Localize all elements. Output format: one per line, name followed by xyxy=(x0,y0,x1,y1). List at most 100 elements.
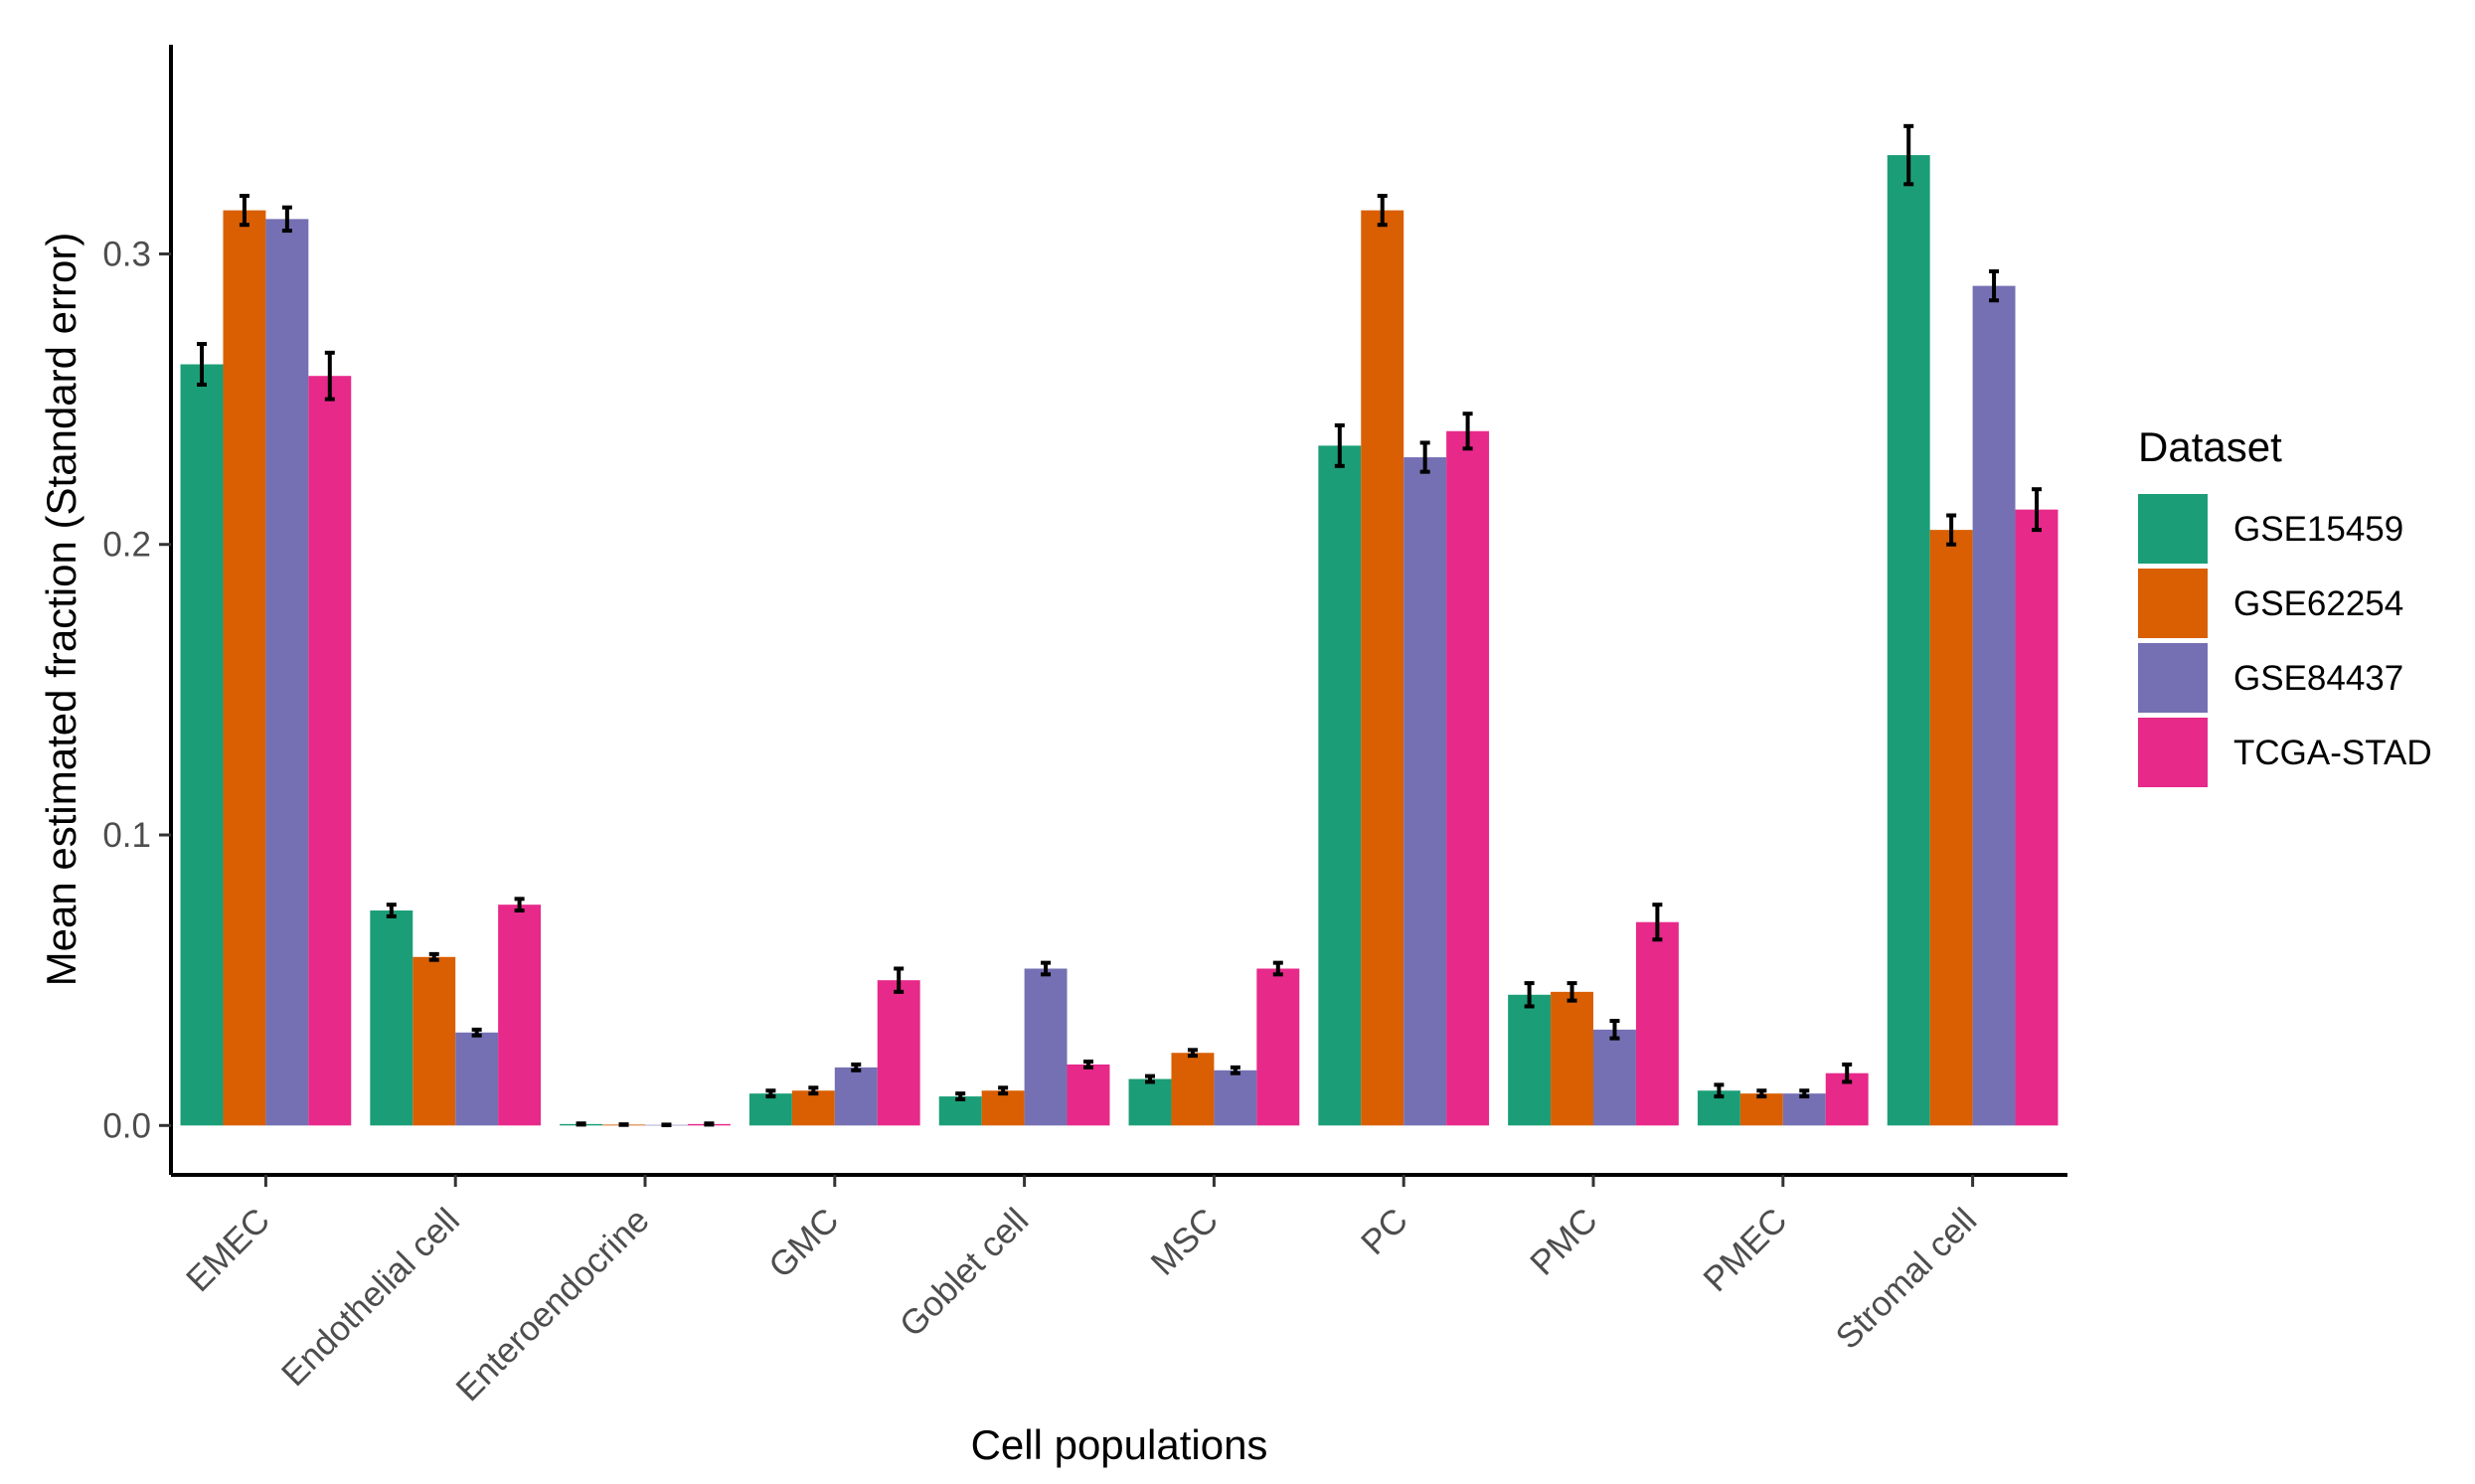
bar-endothelial-cell-gse84437 xyxy=(455,1032,499,1126)
legend-label: GSE15459 xyxy=(2233,510,2403,549)
error-bar-pmc-gse84437 xyxy=(1609,1019,1620,1041)
bar-gmc-tcga-stad xyxy=(877,980,920,1126)
legend-item-gse62254: GSE62254 xyxy=(2138,569,2403,638)
error-bar-pc-gse15459 xyxy=(1334,422,1345,468)
error-bar-gmc-gse84437 xyxy=(851,1062,862,1072)
y-tick-label: 0.1 xyxy=(102,816,151,855)
bar-endothelial-cell-tcga-stad xyxy=(498,905,542,1126)
legend: Dataset GSE15459 GSE62254 GSE84437 TCGA-STA… xyxy=(2138,423,2432,787)
error-bar-stromal-cell-gse15459 xyxy=(1903,123,1914,187)
x-tick-label: EMEC xyxy=(179,1201,277,1299)
bar-goblet-cell-gse62254 xyxy=(981,1090,1025,1126)
error-bar-pc-tcga-stad xyxy=(1462,412,1473,451)
legend-key xyxy=(2138,494,2208,564)
x-tick-label: PMC xyxy=(1523,1201,1605,1283)
error-bar-gmc-gse15459 xyxy=(765,1088,776,1099)
error-bar-emec-gse62254 xyxy=(239,193,249,228)
legend-item-gse15459: GSE15459 xyxy=(2138,494,2403,564)
legend-item-tcga-stad: TCGA-STAD xyxy=(2138,718,2432,787)
y-ticks: 0.0 0.1 0.2 0.3 xyxy=(102,235,171,1145)
error-bar-goblet-cell-gse84437 xyxy=(1041,960,1052,977)
error-bar-msc-gse15459 xyxy=(1145,1073,1156,1084)
error-bar-endothelial-cell-gse62254 xyxy=(428,951,439,962)
bar-pc-gse62254 xyxy=(1361,210,1404,1126)
error-bar-stromal-cell-gse84437 xyxy=(1989,268,2000,303)
y-tick-label: 0.3 xyxy=(102,235,151,273)
error-bar-enteroendocrine-tcga-stad xyxy=(704,1121,715,1127)
bar-goblet-cell-tcga-stad xyxy=(1067,1064,1110,1126)
legend-label: GSE84437 xyxy=(2233,659,2403,698)
legend-key xyxy=(2138,718,2208,787)
error-bar-goblet-cell-gse15459 xyxy=(955,1091,966,1102)
error-bar-pmec-gse84437 xyxy=(1799,1088,1810,1099)
x-tick-label: Enteroendocrine xyxy=(448,1201,656,1408)
error-bar-emec-gse84437 xyxy=(281,205,292,234)
x-tick-label: Goblet cell xyxy=(893,1201,1037,1345)
x-tick-label: MSC xyxy=(1143,1201,1226,1283)
bar-endothelial-cell-gse62254 xyxy=(412,956,456,1126)
bar-stromal-cell-gse62254 xyxy=(1929,530,1973,1126)
bar-endothelial-cell-gse15459 xyxy=(370,910,413,1126)
bar-msc-gse62254 xyxy=(1171,1053,1215,1126)
error-bar-emec-gse15459 xyxy=(197,342,208,387)
error-bar-emec-tcga-stad xyxy=(324,350,335,402)
bar-emec-gse62254 xyxy=(223,210,266,1126)
bar-msc-gse84437 xyxy=(1214,1070,1257,1126)
y-axis-title: Mean estimated fraction (Standard error) xyxy=(38,233,84,987)
x-tick-label: Stromal cell xyxy=(1828,1201,1984,1357)
bar-pc-gse84437 xyxy=(1403,457,1447,1126)
error-bar-pmec-gse15459 xyxy=(1714,1082,1725,1099)
bar-pmc-tcga-stad xyxy=(1635,921,1679,1126)
bar-pmec-gse84437 xyxy=(1782,1093,1826,1126)
bars-layer xyxy=(180,155,2059,1126)
error-bar-enteroendocrine-gse15459 xyxy=(576,1121,586,1127)
bar-pmc-gse62254 xyxy=(1551,991,1593,1126)
bar-emec-gse15459 xyxy=(180,364,224,1126)
error-bar-enteroendocrine-gse84437 xyxy=(661,1122,672,1128)
x-tick-label: PC xyxy=(1354,1201,1415,1262)
error-bar-pmec-tcga-stad xyxy=(1842,1062,1853,1084)
bar-pmec-gse62254 xyxy=(1739,1093,1783,1126)
y-tick-label: 0.2 xyxy=(102,526,151,565)
bar-pc-tcga-stad xyxy=(1446,430,1490,1126)
legend-items: GSE15459 GSE62254 GSE84437 TCGA-STAD xyxy=(2138,494,2432,787)
bar-msc-gse15459 xyxy=(1128,1078,1172,1126)
x-tick-label: Endothelial cell xyxy=(274,1201,467,1394)
bar-pmc-gse84437 xyxy=(1593,1029,1636,1126)
bar-msc-tcga-stad xyxy=(1256,968,1300,1126)
error-bar-stromal-cell-gse62254 xyxy=(1946,513,1957,547)
legend-label: TCGA-STAD xyxy=(2233,734,2432,772)
error-bar-pc-gse84437 xyxy=(1419,440,1430,474)
error-bar-pmc-tcga-stad xyxy=(1652,903,1663,942)
error-bar-gmc-gse62254 xyxy=(808,1085,819,1096)
bar-pc-gse15459 xyxy=(1318,445,1362,1126)
x-tick-label: GMC xyxy=(761,1201,846,1285)
bar-gmc-gse62254 xyxy=(791,1090,835,1126)
error-bar-stromal-cell-tcga-stad xyxy=(2031,487,2042,533)
bar-stromal-cell-gse15459 xyxy=(1887,155,1930,1126)
error-bar-goblet-cell-gse62254 xyxy=(998,1085,1009,1096)
error-bars-layer xyxy=(197,123,2042,1128)
legend-key xyxy=(2138,643,2208,713)
x-tick-label: PMEC xyxy=(1696,1201,1794,1299)
legend-item-gse84437: GSE84437 xyxy=(2138,643,2403,713)
error-bar-pmec-gse62254 xyxy=(1756,1088,1767,1099)
error-bar-pc-gse62254 xyxy=(1377,193,1388,228)
bar-pmc-gse15459 xyxy=(1508,994,1552,1126)
error-bar-endothelial-cell-tcga-stad xyxy=(514,897,525,913)
y-tick-label: 0.0 xyxy=(102,1106,151,1145)
bar-goblet-cell-gse84437 xyxy=(1024,968,1068,1126)
error-bar-msc-gse62254 xyxy=(1187,1048,1198,1059)
error-bar-endothelial-cell-gse84437 xyxy=(471,1027,482,1038)
bar-stromal-cell-gse84437 xyxy=(1972,285,2016,1126)
bar-emec-gse84437 xyxy=(265,219,309,1126)
error-bar-pmc-gse62254 xyxy=(1567,981,1577,1003)
legend-key xyxy=(2138,569,2208,638)
error-bar-msc-tcga-stad xyxy=(1272,960,1283,977)
error-bar-goblet-cell-tcga-stad xyxy=(1082,1060,1093,1070)
bar-emec-tcga-stad xyxy=(308,376,352,1126)
bar-gmc-gse84437 xyxy=(834,1067,878,1126)
error-bar-pmc-gse15459 xyxy=(1524,981,1535,1009)
error-bar-endothelial-cell-gse15459 xyxy=(386,903,397,918)
